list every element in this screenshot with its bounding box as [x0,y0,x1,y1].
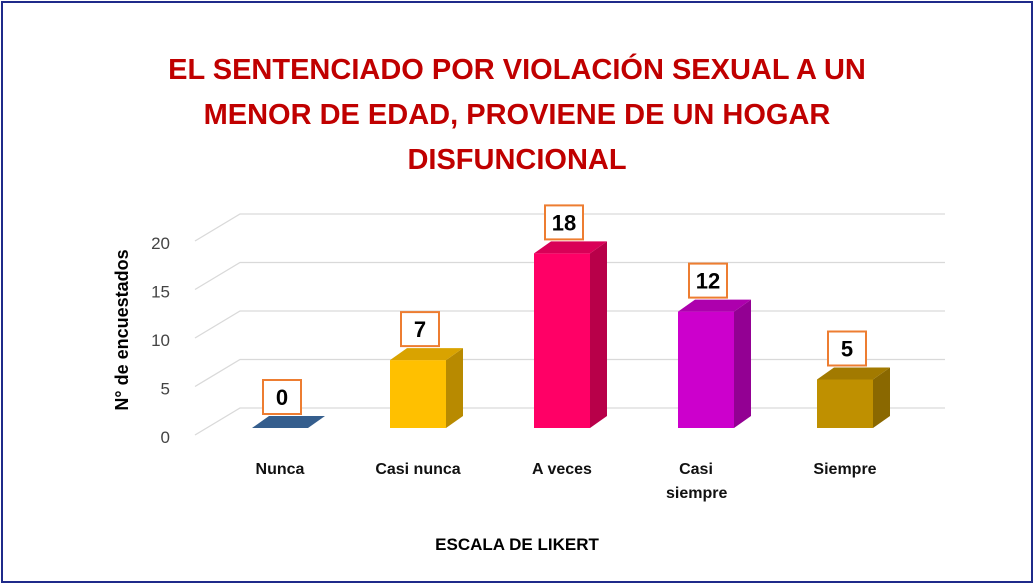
x-tick-label: Casi nunca [375,461,461,478]
x-tick-label: A veces [532,461,592,478]
bar-side [446,348,463,428]
value-label-box [544,204,584,241]
bar-top [817,367,890,380]
bar-front [534,253,590,428]
value-label: 7 [414,317,426,342]
grid-line [194,261,945,291]
value-label: 0 [276,385,288,410]
grid-line [194,213,945,242]
y-axis-title: N° de encuestados [112,249,132,410]
x-tick-label: Siempre [813,461,877,478]
bar [678,299,751,428]
bar-side [873,367,890,428]
bar-front [390,360,446,428]
bar [390,348,463,428]
value-label-box [688,262,728,299]
x-tick-label: Nunca [255,461,305,478]
x-tick-label: Casi siempre [666,461,728,502]
bar [252,416,325,428]
bar [534,241,607,428]
bar-top [390,348,463,361]
bar-front [817,379,873,428]
x-axis-title: ESCALA DE LIKERT [435,535,599,554]
value-label: 5 [841,337,853,362]
value-label-box [827,330,867,367]
value-label-box [400,311,440,348]
value-label-box [262,379,302,415]
value-label: 12 [696,269,720,294]
value-label: 18 [552,210,576,235]
y-tick-label: 10 [151,331,170,350]
bar-top [678,299,751,312]
bar-side [590,241,607,428]
bar-side [734,299,751,428]
y-tick-label: 5 [161,380,170,399]
bar [817,367,890,428]
bar-top [534,241,607,254]
y-tick-label: 0 [161,428,170,447]
y-tick-label: 20 [151,234,170,253]
y-tick-label: 15 [151,283,170,302]
chart-title: EL SENTENCIADO POR VIOLACIÓN SEXUAL A UN… [168,54,866,176]
bar-top [252,416,325,428]
bar-front [678,311,734,428]
